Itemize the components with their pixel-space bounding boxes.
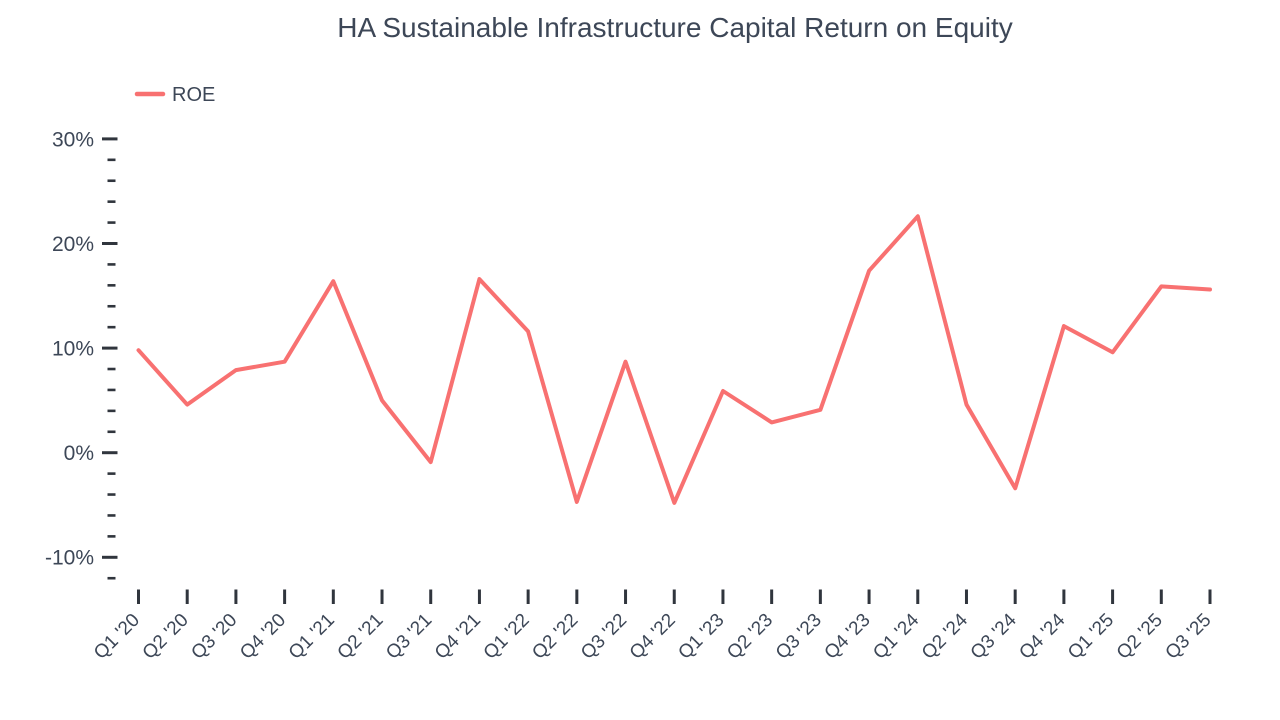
x-axis-tick-label: Q4 '24 — [1015, 609, 1069, 663]
y-axis-tick-label: 10% — [52, 337, 94, 360]
x-axis-tick-label: Q2 '24 — [918, 609, 972, 663]
roe-line — [136, 214, 1212, 505]
x-axis-tick-label: Q3 '20 — [187, 610, 241, 664]
x-axis-tick-label: Q4 '22 — [626, 610, 680, 664]
x-axis-tick-label: Q3 '24 — [967, 609, 1021, 663]
x-axis-tick-label: Q4 '20 — [236, 610, 290, 664]
legend-label-roe: ROE — [172, 84, 215, 106]
x-axis-tick-label: Q2 '25 — [1113, 610, 1167, 664]
x-axis-tick-label: Q1 '21 — [285, 610, 339, 664]
legend: ROE — [134, 84, 215, 106]
y-axis-tick-label: 30% — [52, 128, 94, 151]
chart-title: HA Sustainable Infrastructure Capital Re… — [337, 12, 1012, 43]
x-axis-tick-label: Q3 '21 — [382, 610, 436, 664]
y-axis-tick-label: 0% — [64, 442, 94, 465]
x-axis-tick-label: Q1 '25 — [1064, 610, 1118, 664]
x-axis-tick-label: Q4 '23 — [821, 610, 875, 664]
x-axis-tick-label: Q3 '25 — [1162, 610, 1216, 664]
x-axis-tick-label: Q2 '23 — [723, 610, 777, 664]
y-axis-tick-label: 20% — [52, 233, 94, 256]
x-axis-tick-label: Q2 '20 — [139, 610, 193, 664]
y-axis: 30% 20% 10% 0% -10% — [45, 128, 118, 580]
x-axis-tick-label: Q3 '23 — [772, 610, 826, 664]
x-axis-tick-label: Q1 '22 — [480, 610, 534, 664]
y-axis-tick-label: -10% — [45, 547, 94, 570]
series-layer — [136, 214, 1212, 505]
x-axis-tick-label: Q4 '21 — [431, 610, 485, 664]
x-axis-tick-label: Q1 '20 — [90, 610, 144, 664]
x-axis-tick-label: Q2 '22 — [528, 610, 582, 664]
x-axis-tick-label: Q1 '24 — [869, 609, 923, 663]
x-axis-tick-label: Q2 '21 — [334, 610, 388, 664]
x-axis-tick-label: Q1 '23 — [674, 610, 728, 664]
x-axis-tick-label: Q3 '22 — [577, 610, 631, 664]
